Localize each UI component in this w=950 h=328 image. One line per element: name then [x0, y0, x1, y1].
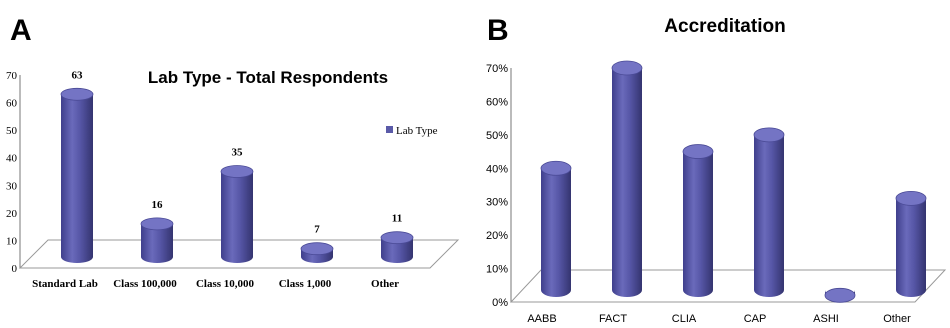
category-label: Other: [883, 313, 911, 325]
y-tick-label: 60: [6, 98, 18, 110]
bar-top: [140, 217, 174, 231]
data-label: 11: [392, 213, 402, 225]
chart-b: Accreditation 0% 10% 20% 30% 40% 50% 60% 70% AA…: [486, 16, 947, 325]
bar-body: [61, 94, 93, 263]
bar-body: [381, 237, 413, 263]
y-tick-label: 60%: [486, 96, 508, 108]
bar: [682, 144, 714, 297]
category-label: CAP: [744, 313, 767, 325]
category-label: Class 10,000: [196, 278, 255, 290]
category-label: Class 100,000: [113, 278, 177, 290]
bar: [540, 160, 572, 297]
category-label: Class 1,000: [279, 278, 332, 290]
bar-top: [300, 242, 334, 256]
bar-body: [754, 134, 784, 297]
bar-top: [540, 160, 572, 176]
bar-top: [60, 87, 94, 101]
y-tick-label: 50: [6, 125, 18, 137]
y-tick-label: 0%: [492, 297, 508, 309]
y-tick-label: 70%: [486, 63, 508, 75]
category-label: Other: [371, 278, 399, 290]
y-tick-label: 20%: [486, 230, 508, 242]
chart-b-title: Accreditation: [664, 16, 785, 37]
data-label: 16: [152, 199, 164, 211]
y-tick-label: 10: [6, 235, 18, 247]
bar: [611, 60, 643, 297]
data-label: 35: [232, 147, 244, 159]
chart-floor: [509, 269, 947, 303]
category-label: FACT: [599, 313, 627, 325]
data-label: 7: [314, 224, 320, 236]
y-tick-label: 30: [6, 180, 18, 192]
y-tick-label: 40: [6, 153, 18, 165]
panel-b-letter: B: [487, 14, 509, 47]
category-label: Standard Lab: [32, 278, 98, 290]
bar-body: [541, 168, 571, 297]
y-tick-label: 20: [6, 208, 18, 220]
bar-top: [753, 127, 785, 143]
bar: [753, 127, 785, 297]
chart-a-legend-label: Lab Type: [396, 125, 438, 137]
category-label: AABB: [527, 313, 556, 325]
y-tick-label: 50%: [486, 130, 508, 142]
chart-a-title: Lab Type - Total Respondents: [148, 68, 388, 87]
chart-a-legend: Lab Type: [386, 125, 438, 137]
bar: [895, 190, 927, 297]
bar-top: [380, 231, 414, 245]
bar-body: [896, 198, 926, 297]
y-tick-label: 0: [12, 263, 18, 275]
y-tick-label: 30%: [486, 197, 508, 209]
bar-body: [683, 151, 713, 297]
bar-top: [611, 60, 643, 76]
bar-top: [824, 287, 856, 303]
chart-a-legend-swatch: [386, 126, 393, 133]
bar-body: [221, 171, 253, 263]
bar-body: [141, 223, 173, 263]
bar: [300, 242, 334, 263]
bar: [140, 217, 174, 263]
panel-a-letter: A: [10, 14, 32, 47]
bar-body: [612, 68, 642, 297]
bar: [380, 231, 414, 263]
data-label: 63: [72, 69, 84, 81]
chart-floor: [18, 239, 460, 269]
y-tick-label: 40%: [486, 163, 508, 175]
bar: [220, 165, 254, 263]
y-tick-label: 70: [6, 70, 18, 82]
bar: [824, 287, 856, 303]
y-tick-label: 10%: [486, 264, 508, 276]
bar-top: [220, 165, 254, 178]
category-label: ASHI: [813, 313, 839, 325]
bar-top: [682, 144, 714, 159]
bar: [60, 87, 94, 263]
bar-top: [895, 190, 927, 206]
category-label: CLIA: [672, 313, 697, 325]
chart-a: Lab Type - Total Respondents 0 10 20 30 40 50…: [6, 68, 460, 290]
